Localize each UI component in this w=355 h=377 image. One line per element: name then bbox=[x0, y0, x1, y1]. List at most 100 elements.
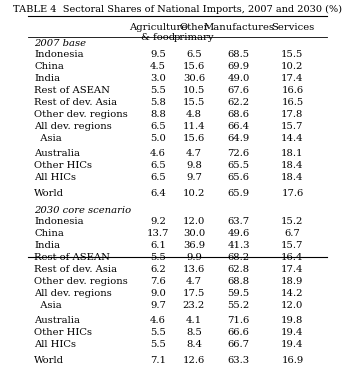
Text: 19.4: 19.4 bbox=[281, 328, 304, 337]
Text: 18.9: 18.9 bbox=[281, 277, 304, 286]
Text: 30.0: 30.0 bbox=[183, 229, 205, 238]
Text: 3.0: 3.0 bbox=[150, 74, 166, 83]
Text: 14.4: 14.4 bbox=[281, 134, 304, 143]
Text: 18.4: 18.4 bbox=[281, 161, 304, 170]
Text: 5.0: 5.0 bbox=[150, 134, 166, 143]
Text: 65.5: 65.5 bbox=[228, 161, 250, 170]
Text: 6.4: 6.4 bbox=[150, 189, 166, 198]
Text: 55.2: 55.2 bbox=[228, 301, 250, 310]
Text: 66.4: 66.4 bbox=[228, 122, 250, 131]
Text: 69.9: 69.9 bbox=[228, 62, 250, 71]
Text: 18.1: 18.1 bbox=[281, 149, 304, 158]
Text: 16.6: 16.6 bbox=[281, 86, 304, 95]
Text: 10.5: 10.5 bbox=[183, 86, 205, 95]
Text: 6.5: 6.5 bbox=[186, 50, 202, 59]
Text: 4.7: 4.7 bbox=[186, 149, 202, 158]
Text: 6.5: 6.5 bbox=[150, 161, 166, 170]
Text: 16.4: 16.4 bbox=[281, 253, 304, 262]
Text: 5.5: 5.5 bbox=[150, 340, 166, 349]
Text: World: World bbox=[34, 356, 64, 365]
Text: 68.8: 68.8 bbox=[228, 277, 250, 286]
Text: Indonesia: Indonesia bbox=[34, 50, 84, 59]
Text: 13.6: 13.6 bbox=[183, 265, 205, 274]
Text: 9.0: 9.0 bbox=[150, 289, 166, 298]
Text: 12.6: 12.6 bbox=[183, 356, 205, 365]
Text: 9.7: 9.7 bbox=[150, 301, 166, 310]
Text: 17.5: 17.5 bbox=[183, 289, 205, 298]
Text: 68.6: 68.6 bbox=[228, 110, 250, 119]
Text: 6.2: 6.2 bbox=[150, 265, 166, 274]
Text: 5.5: 5.5 bbox=[150, 328, 166, 337]
Text: 12.0: 12.0 bbox=[281, 301, 304, 310]
Text: 17.6: 17.6 bbox=[281, 189, 304, 198]
Text: 9.8: 9.8 bbox=[186, 161, 202, 170]
Text: 2007 base: 2007 base bbox=[34, 39, 86, 48]
Text: 49.6: 49.6 bbox=[228, 229, 250, 238]
Text: Asia: Asia bbox=[34, 134, 62, 143]
Text: 5.5: 5.5 bbox=[150, 253, 166, 262]
Text: Other HICs: Other HICs bbox=[34, 328, 92, 337]
Text: Indonesia: Indonesia bbox=[34, 217, 84, 226]
Text: 72.6: 72.6 bbox=[228, 149, 250, 158]
Text: Australia: Australia bbox=[34, 149, 80, 158]
Text: All dev. regions: All dev. regions bbox=[34, 122, 112, 131]
Text: 16.5: 16.5 bbox=[281, 98, 304, 107]
Text: 15.7: 15.7 bbox=[281, 241, 304, 250]
Text: 9.5: 9.5 bbox=[150, 50, 166, 59]
Text: 5.5: 5.5 bbox=[150, 86, 166, 95]
Text: India: India bbox=[34, 241, 60, 250]
Text: 68.5: 68.5 bbox=[228, 50, 250, 59]
Text: 13.7: 13.7 bbox=[147, 229, 169, 238]
Text: All dev. regions: All dev. regions bbox=[34, 289, 112, 298]
Text: Services: Services bbox=[271, 23, 314, 32]
Text: 23.2: 23.2 bbox=[183, 301, 205, 310]
Text: Other
primary: Other primary bbox=[174, 23, 214, 42]
Text: 10.2: 10.2 bbox=[183, 189, 205, 198]
Text: 8.4: 8.4 bbox=[186, 340, 202, 349]
Text: 12.0: 12.0 bbox=[183, 217, 205, 226]
Text: Manufactures: Manufactures bbox=[203, 23, 274, 32]
Text: 65.6: 65.6 bbox=[228, 173, 250, 182]
Text: 41.3: 41.3 bbox=[228, 241, 250, 250]
Text: 4.7: 4.7 bbox=[186, 277, 202, 286]
Text: 19.4: 19.4 bbox=[281, 340, 304, 349]
Text: All HICs: All HICs bbox=[34, 340, 76, 349]
Text: 7.6: 7.6 bbox=[150, 277, 166, 286]
Text: Australia: Australia bbox=[34, 316, 80, 325]
Text: 15.2: 15.2 bbox=[281, 217, 304, 226]
Text: 18.4: 18.4 bbox=[281, 173, 304, 182]
Text: 15.6: 15.6 bbox=[183, 134, 205, 143]
Text: 9.9: 9.9 bbox=[186, 253, 202, 262]
Text: 66.6: 66.6 bbox=[228, 328, 250, 337]
Text: 4.8: 4.8 bbox=[186, 110, 202, 119]
Text: 9.2: 9.2 bbox=[150, 217, 166, 226]
Text: 2030 core scenario: 2030 core scenario bbox=[34, 206, 131, 215]
Text: TABLE 4  Sectoral Shares of National Imports, 2007 and 2030 (%): TABLE 4 Sectoral Shares of National Impo… bbox=[13, 5, 342, 14]
Text: 36.9: 36.9 bbox=[183, 241, 205, 250]
Text: 8.8: 8.8 bbox=[150, 110, 166, 119]
Text: 17.8: 17.8 bbox=[281, 110, 304, 119]
Text: Agriculture
& food: Agriculture & food bbox=[129, 23, 187, 42]
Text: 4.6: 4.6 bbox=[150, 149, 166, 158]
Text: Rest of dev. Asia: Rest of dev. Asia bbox=[34, 98, 118, 107]
Text: 15.5: 15.5 bbox=[281, 50, 304, 59]
Text: 62.8: 62.8 bbox=[228, 265, 250, 274]
Text: 15.6: 15.6 bbox=[183, 62, 205, 71]
Text: 14.2: 14.2 bbox=[281, 289, 304, 298]
Text: 11.4: 11.4 bbox=[182, 122, 205, 131]
Text: 59.5: 59.5 bbox=[228, 289, 250, 298]
Text: China: China bbox=[34, 62, 64, 71]
Text: 6.1: 6.1 bbox=[150, 241, 166, 250]
Text: 16.9: 16.9 bbox=[281, 356, 304, 365]
Text: 63.3: 63.3 bbox=[228, 356, 250, 365]
Text: 63.7: 63.7 bbox=[228, 217, 250, 226]
Text: 6.5: 6.5 bbox=[150, 122, 166, 131]
Text: Other HICs: Other HICs bbox=[34, 161, 92, 170]
Text: 17.4: 17.4 bbox=[281, 265, 304, 274]
Text: 62.2: 62.2 bbox=[228, 98, 250, 107]
Text: India: India bbox=[34, 74, 60, 83]
Text: 4.6: 4.6 bbox=[150, 316, 166, 325]
Text: 67.6: 67.6 bbox=[228, 86, 250, 95]
Text: 9.7: 9.7 bbox=[186, 173, 202, 182]
Text: 66.7: 66.7 bbox=[228, 340, 250, 349]
